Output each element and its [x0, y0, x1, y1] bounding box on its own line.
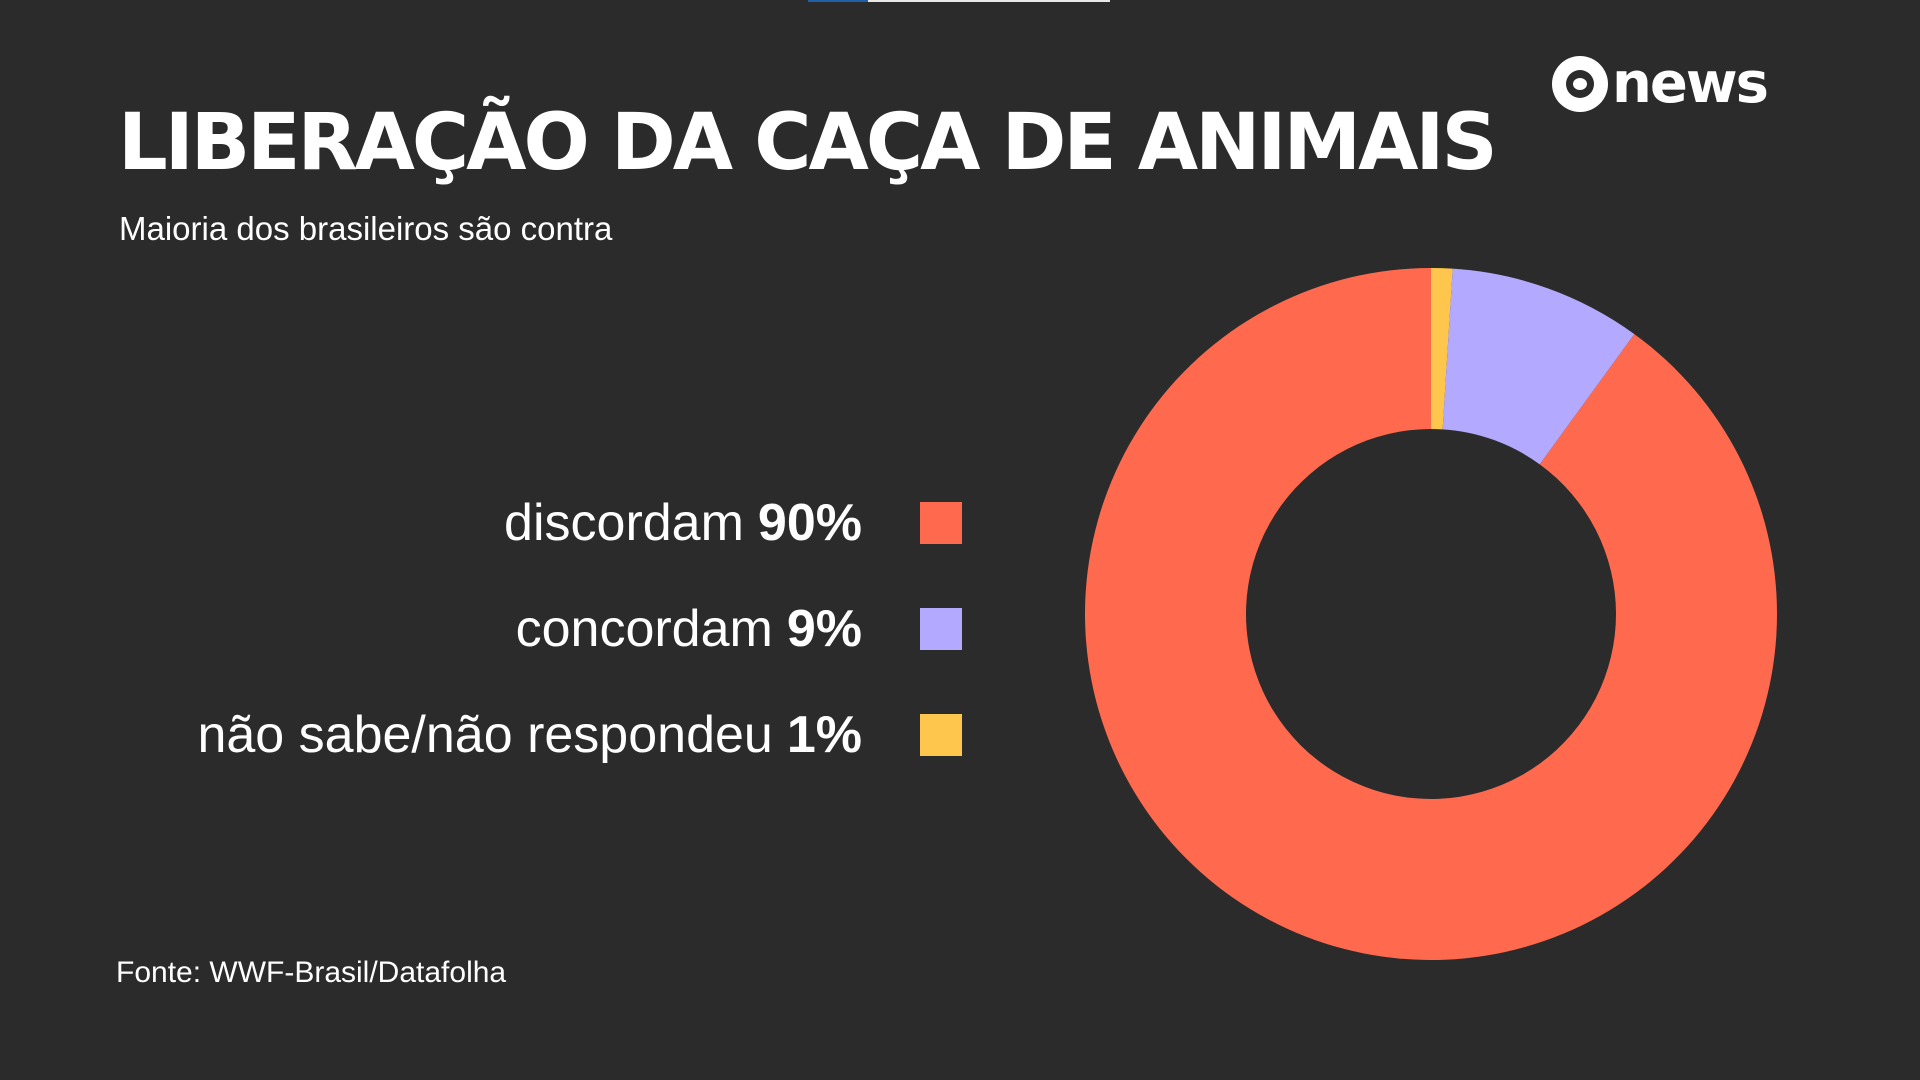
legend-item-concordam: concordam 9% [100, 576, 962, 682]
legend-label: não sabe/não respondeu [197, 706, 773, 764]
logo-text: news [1612, 51, 1769, 116]
chart-legend: discordam 90% concordam 9% não sabe/não re… [100, 470, 962, 788]
legend-item-discordam: discordam 90% [100, 470, 962, 576]
chart-title: LIBERAÇÃO DA CAÇA DE ANIMAIS [118, 98, 1498, 188]
legend-value: 90% [757, 494, 862, 552]
top-accent-white [868, 0, 1110, 2]
top-progress-accent [808, 0, 1110, 2]
legend-swatch [920, 608, 962, 650]
donut-chart [1085, 268, 1777, 960]
slice-concordam [1442, 268, 1635, 465]
globonews-logo: news [1552, 51, 1769, 116]
legend-label: concordam [515, 600, 773, 658]
chart-subtitle: Maioria dos brasileiros são contra [119, 210, 613, 247]
legend-text: concordam 9% [516, 599, 862, 659]
slice-discordam [1085, 268, 1777, 960]
legend-label: discordam [504, 494, 744, 552]
legend-text: não sabe/não respondeu 1% [197, 705, 862, 765]
legend-value: 1% [786, 706, 862, 764]
legend-swatch [920, 714, 962, 756]
slice-nao-sabe [1431, 268, 1453, 430]
legend-value: 9% [786, 600, 862, 658]
globo-logo-icon [1552, 56, 1608, 112]
chart-source: Fonte: WWF-Brasil/Datafolha [116, 956, 507, 989]
top-accent-blue [808, 0, 868, 2]
legend-item-nao-sabe: não sabe/não respondeu 1% [100, 682, 962, 788]
legend-text: discordam 90% [504, 493, 862, 553]
legend-swatch [920, 502, 962, 544]
